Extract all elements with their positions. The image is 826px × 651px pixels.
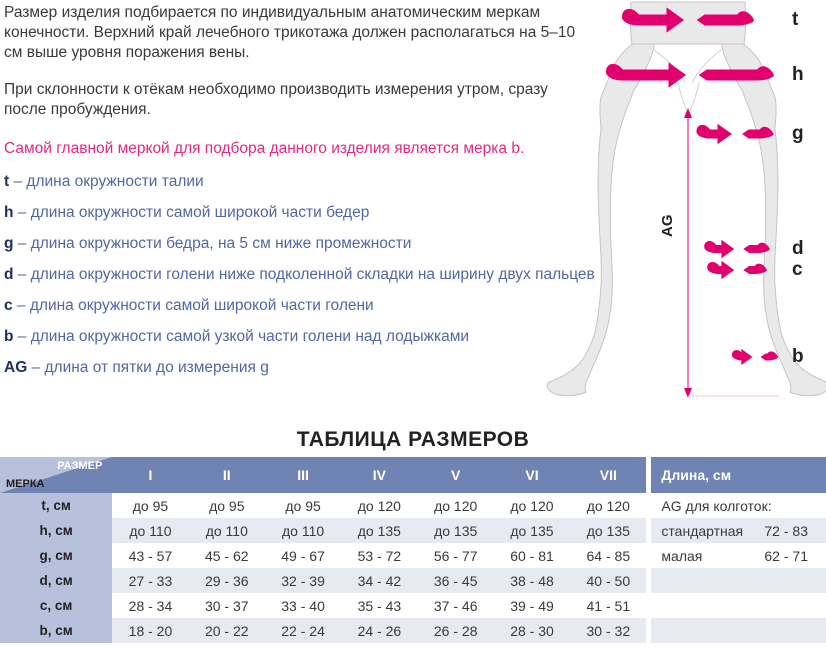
svg-text:AG: AG (659, 215, 676, 238)
